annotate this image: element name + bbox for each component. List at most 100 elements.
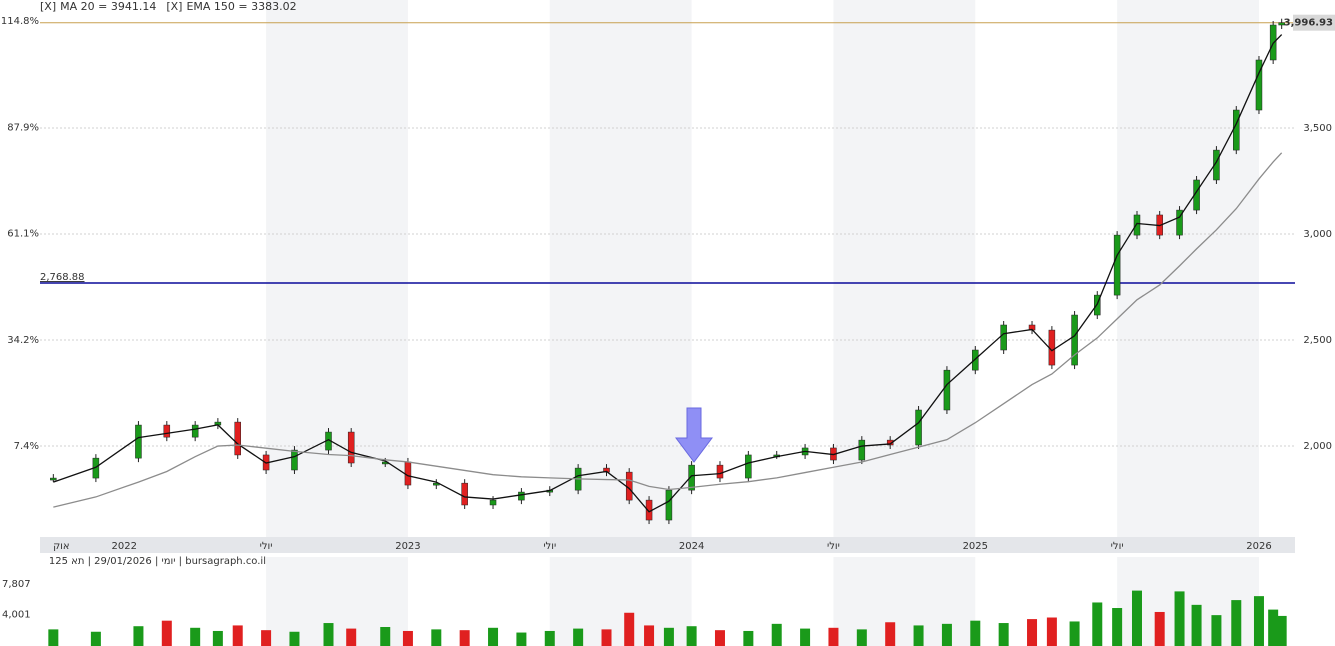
- volume-bar: [856, 629, 867, 646]
- candle: [858, 439, 866, 461]
- volume-bar: [459, 630, 470, 646]
- candle: [886, 439, 894, 446]
- y2-tick-label: 87.9%: [7, 123, 39, 134]
- candle: [665, 489, 673, 521]
- candle: [745, 454, 752, 479]
- volume-bar: [1069, 621, 1080, 646]
- candle: [291, 449, 298, 471]
- candle: [1233, 109, 1240, 151]
- x-tick-label: יולי: [1111, 541, 1124, 552]
- volume-bar: [48, 629, 59, 646]
- y-tick-label: 3,000: [1303, 229, 1332, 240]
- volume-bar: [133, 626, 144, 646]
- volume-bar: [1112, 608, 1123, 646]
- last-price-tag: [1293, 14, 1335, 31]
- volume-bar: [771, 623, 782, 646]
- candle: [1000, 324, 1007, 351]
- candle: [50, 477, 57, 481]
- volume-bar: [488, 627, 499, 646]
- volume-bar: [686, 626, 697, 646]
- volume-tick-label: 7,807: [2, 579, 31, 590]
- x-tick-label: יולי: [260, 541, 273, 552]
- candle: [1071, 314, 1078, 366]
- volume-bar: [544, 630, 555, 646]
- volume-bar: [1191, 604, 1202, 646]
- x-tick-label: 2026: [1246, 541, 1271, 552]
- volume-bar: [261, 630, 272, 646]
- volume-bar: [212, 630, 223, 646]
- period-band: [266, 0, 408, 537]
- candle: [1278, 22, 1285, 26]
- volume-bar: [1046, 617, 1057, 646]
- candle: [347, 431, 355, 464]
- volume-bar: [289, 631, 300, 646]
- candle: [404, 461, 412, 486]
- volume-bar: [828, 627, 839, 646]
- candle: [191, 424, 199, 438]
- y2-tick-label: 34.2%: [7, 335, 39, 346]
- legend-entry: EMA 150 = 3383.02: [186, 0, 296, 13]
- volume-bar: [380, 627, 391, 646]
- x-tick-label: 2023: [395, 541, 420, 552]
- volume-bar: [1154, 611, 1165, 646]
- volume-bar: [232, 625, 243, 646]
- candle: [688, 464, 695, 491]
- level-label: 2,768.88: [40, 272, 85, 283]
- candle: [518, 491, 525, 501]
- y-tick-label: 2,000: [1303, 441, 1332, 452]
- date-strip: [40, 537, 1295, 553]
- volume-bar: [190, 627, 201, 646]
- volume-bar: [1211, 615, 1222, 646]
- volume-bar: [1276, 615, 1287, 646]
- candle: [716, 464, 724, 479]
- candle: [135, 424, 142, 459]
- volume-bar: [516, 632, 527, 646]
- candle: [943, 369, 951, 411]
- volume-bar: [90, 631, 101, 646]
- x-tick-label: 2025: [963, 541, 988, 552]
- x-tick-label: 2024: [679, 541, 704, 552]
- y-tick-label: 2,500: [1303, 335, 1332, 346]
- volume-bar: [941, 623, 952, 646]
- volume-bar: [573, 628, 584, 646]
- candle: [915, 409, 922, 446]
- volume-bar: [346, 628, 357, 646]
- candle: [234, 421, 241, 456]
- volume-bar: [1027, 619, 1038, 646]
- volume-tick-label: 4,001: [2, 609, 31, 620]
- arrow-annotation: [675, 407, 713, 463]
- y2-tick-label: 61.1%: [7, 229, 39, 240]
- volume-bar: [1174, 591, 1185, 646]
- y-tick-label: 3,500: [1303, 123, 1332, 134]
- period-band: [833, 0, 976, 537]
- volume-bar: [743, 630, 754, 646]
- volume-bar: [1131, 590, 1142, 646]
- candle: [1113, 234, 1121, 296]
- candle: [1213, 149, 1220, 181]
- legend-marker: [X]: [40, 0, 56, 13]
- volume-bar: [714, 630, 725, 646]
- volume-bar: [1092, 602, 1103, 646]
- volume-bar: [431, 629, 442, 646]
- volume-bar: [970, 620, 981, 646]
- candle: [1133, 214, 1141, 236]
- candle: [1255, 59, 1263, 111]
- volume-bar: [402, 630, 413, 646]
- footer-info: יומי | 29/01/2026 | תא 125 | bursagraph.…: [49, 556, 266, 567]
- volume-bar: [644, 625, 655, 646]
- volume-bar: [323, 623, 334, 646]
- indicator-line: [53, 152, 1283, 508]
- volume-bar: [800, 628, 811, 646]
- x-tick-label: יולי: [827, 541, 840, 552]
- volume-bar: [1268, 609, 1279, 646]
- period-band: [833, 557, 976, 646]
- volume-bar: [885, 622, 896, 646]
- candle: [489, 499, 497, 506]
- x-tick-label: אוק: [53, 541, 70, 552]
- x-tick-label: יולי: [543, 541, 556, 552]
- y2-tick-label: 114.8%: [1, 16, 39, 27]
- volume-bar: [998, 623, 1009, 646]
- volume-bar: [1231, 600, 1242, 646]
- period-band: [549, 0, 692, 537]
